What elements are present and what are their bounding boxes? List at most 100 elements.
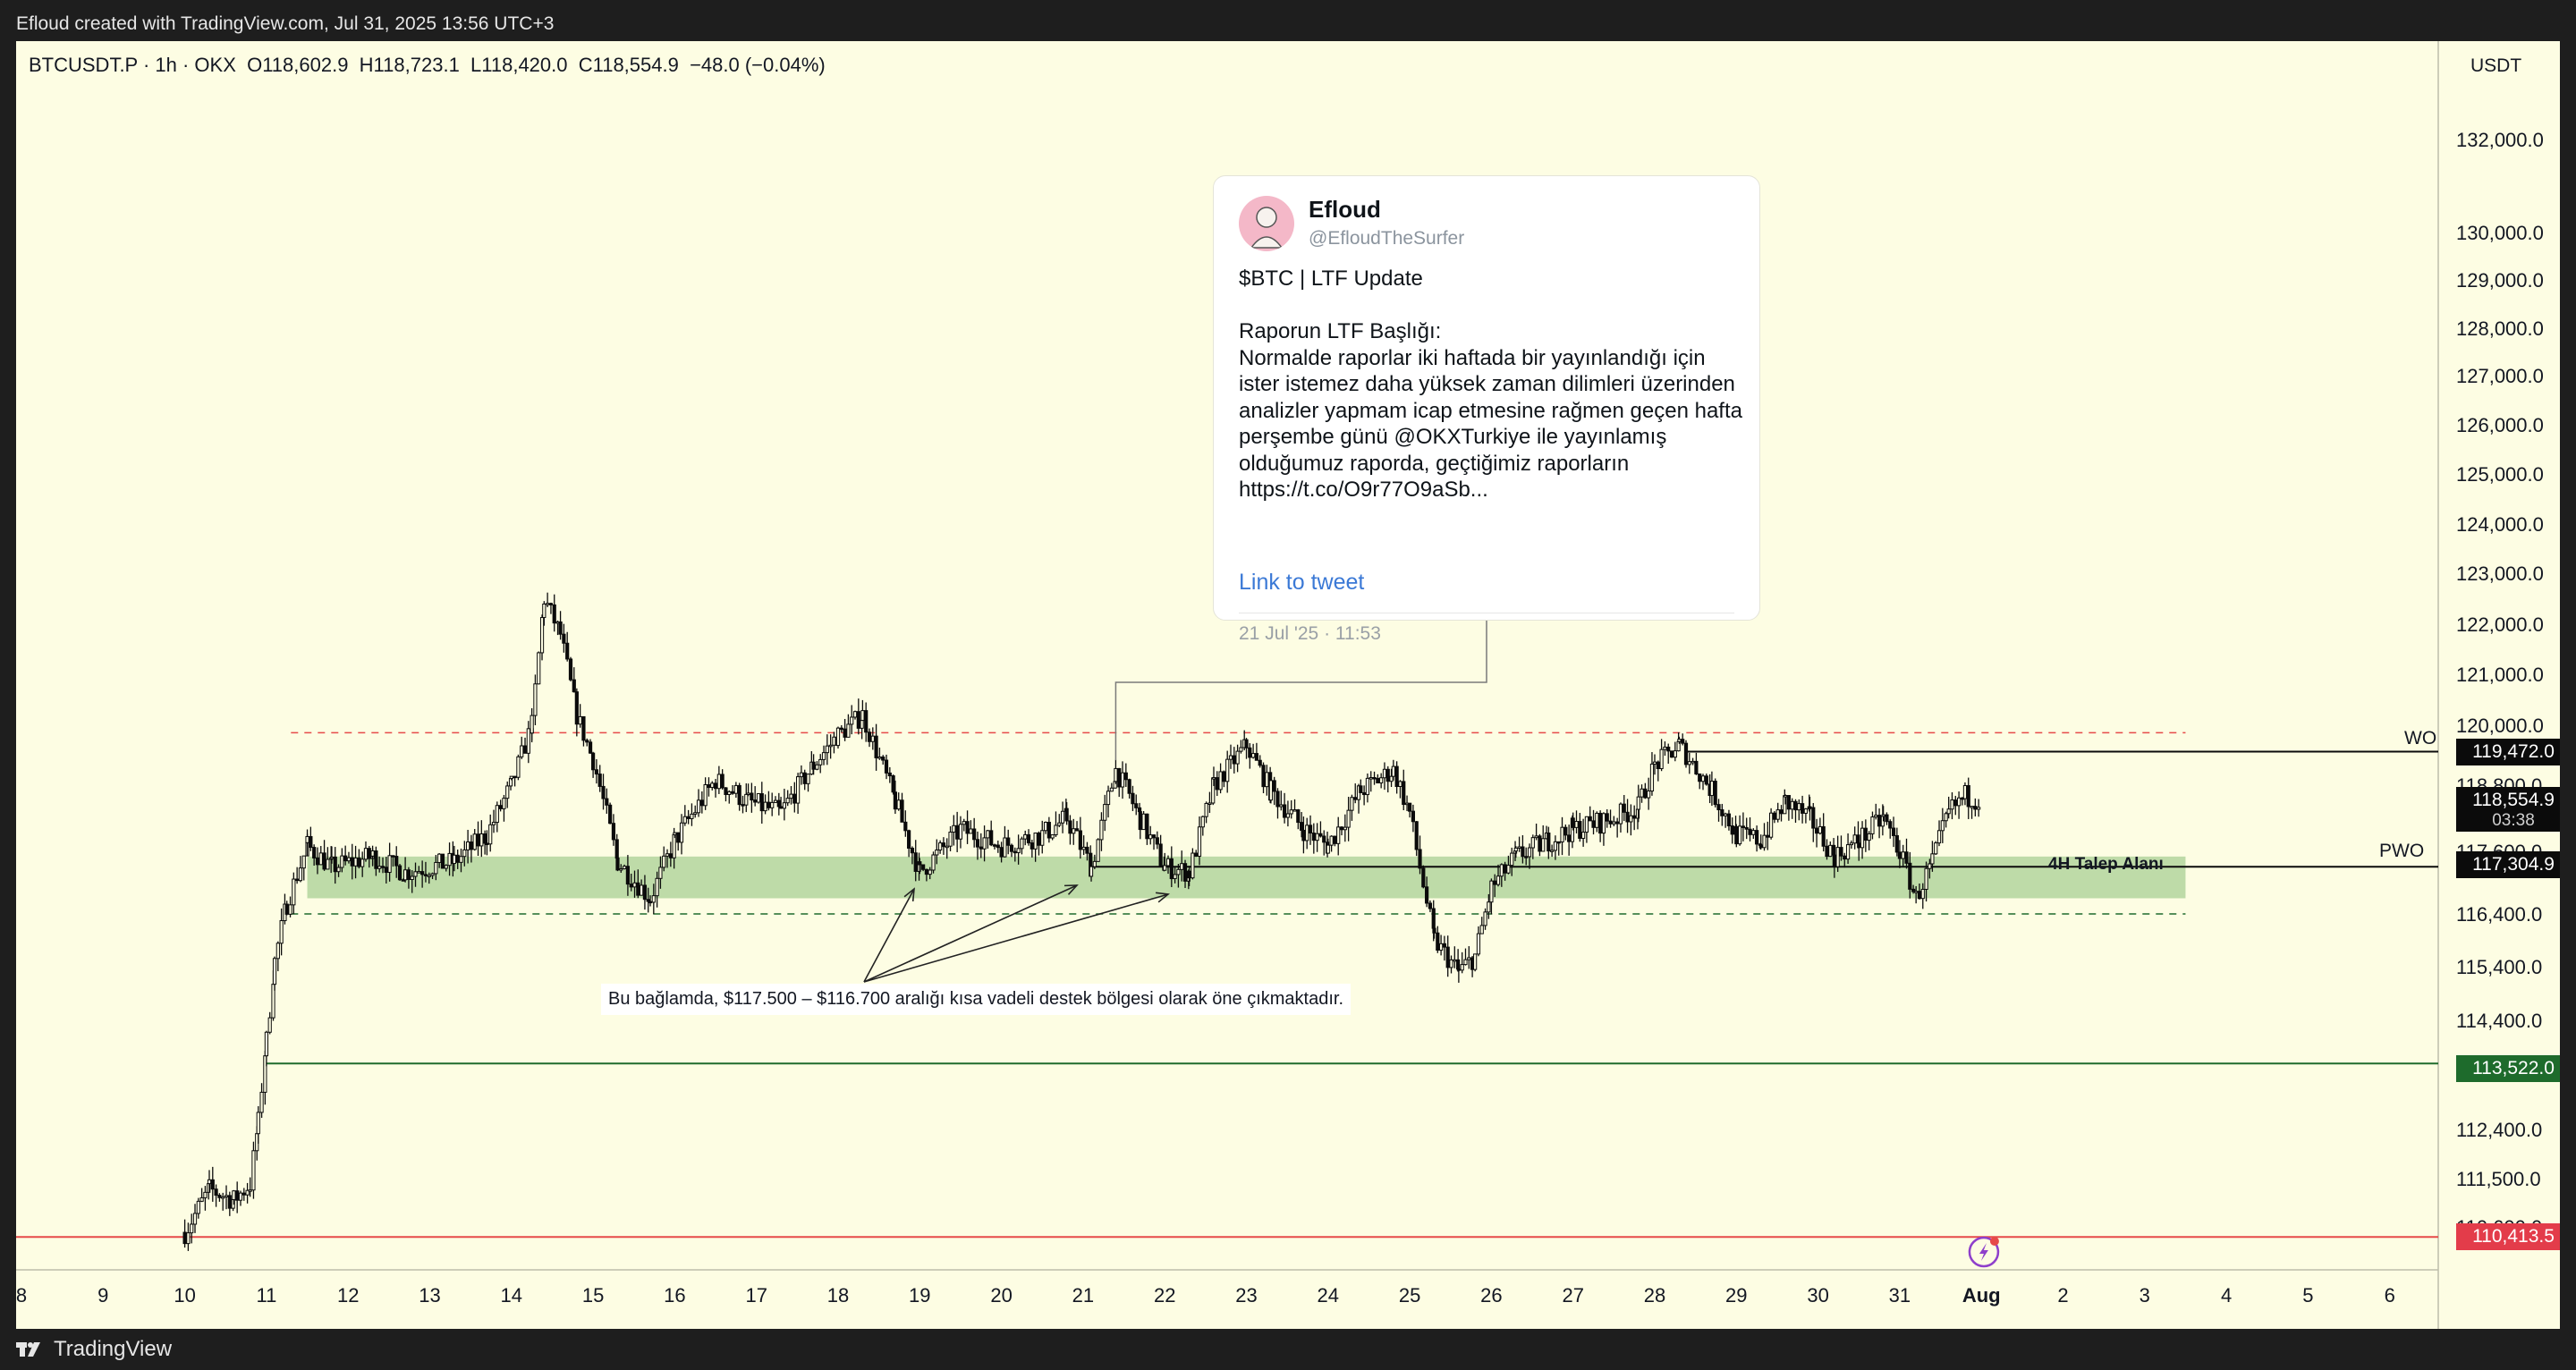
candle-body bbox=[391, 855, 395, 858]
time-tick-label: 25 bbox=[1399, 1284, 1420, 1307]
time-tick-label: 21 bbox=[1072, 1284, 1094, 1307]
candle-body bbox=[1064, 808, 1069, 822]
candle-body bbox=[1663, 746, 1667, 750]
candle-body bbox=[238, 1192, 243, 1201]
candle-body bbox=[447, 852, 452, 867]
candle-body bbox=[1103, 804, 1107, 821]
candle-body bbox=[495, 805, 499, 824]
candle-body bbox=[1632, 815, 1637, 819]
candle-body bbox=[284, 903, 289, 915]
candle-body bbox=[1394, 765, 1399, 788]
candle-body bbox=[1534, 835, 1538, 839]
currency-unit[interactable]: USDT bbox=[2456, 45, 2560, 88]
candle-body bbox=[1843, 855, 1847, 860]
candle-body bbox=[1901, 851, 1905, 859]
candle-body bbox=[896, 799, 901, 810]
time-tick-label: 14 bbox=[501, 1284, 522, 1307]
candle-body bbox=[1928, 863, 1932, 869]
candle-body bbox=[1870, 816, 1875, 834]
candle-body bbox=[965, 821, 970, 834]
candle-body bbox=[318, 852, 323, 866]
candle-body bbox=[1629, 815, 1633, 823]
candle-body bbox=[1673, 750, 1677, 758]
candle-body bbox=[1418, 849, 1422, 869]
candle-body bbox=[900, 799, 904, 823]
candle-body bbox=[887, 772, 892, 777]
candle-body bbox=[1305, 825, 1309, 841]
annotation-note[interactable]: Bu bağlamda, $117.500 – $116.700 aralığı… bbox=[601, 984, 1352, 1015]
zone-label[interactable]: 4H Talep Alanı bbox=[2048, 855, 2164, 874]
candle-body bbox=[516, 756, 521, 778]
candle-body bbox=[1379, 777, 1384, 784]
candle-body bbox=[539, 617, 545, 654]
candle-body bbox=[910, 848, 915, 854]
candle-body bbox=[548, 603, 554, 605]
candle-body bbox=[1382, 768, 1387, 779]
candle-body bbox=[1346, 809, 1351, 828]
candle-body bbox=[329, 856, 335, 859]
chart-area[interactable]: 132,000.0 130,000.0 129,000.0 128,000.0 127,… bbox=[16, 41, 2560, 1329]
candle-body bbox=[733, 784, 738, 794]
candle-body bbox=[498, 805, 503, 809]
candle-body bbox=[423, 874, 428, 876]
price-tick-label: 111,500.0 bbox=[2456, 1168, 2541, 1190]
candle-body bbox=[1687, 761, 1691, 765]
candle-body bbox=[1050, 834, 1055, 839]
candle-body bbox=[707, 783, 711, 789]
candle-body bbox=[343, 855, 348, 862]
pwo-label[interactable]: PWO bbox=[2379, 841, 2425, 861]
link-to-tweet[interactable]: Link to tweet bbox=[1239, 570, 1365, 595]
candle-body bbox=[1821, 825, 1826, 847]
demand-zone bbox=[307, 856, 2186, 899]
candle-body bbox=[1553, 841, 1558, 851]
candle-body bbox=[1197, 826, 1202, 857]
candle-body bbox=[420, 871, 425, 875]
candle-body bbox=[1456, 968, 1461, 971]
tradingview-logo[interactable]: TradingView bbox=[16, 1334, 172, 1365]
candle-body bbox=[1449, 959, 1453, 968]
time-tick-label: 6 bbox=[2385, 1284, 2395, 1307]
candle-body bbox=[1530, 837, 1535, 849]
candle-body bbox=[1801, 803, 1805, 814]
candle-body bbox=[1187, 870, 1191, 879]
candle-body bbox=[227, 1195, 232, 1209]
candle-body bbox=[979, 846, 983, 850]
candle-body bbox=[1020, 838, 1024, 850]
candle-body bbox=[279, 920, 284, 944]
price-tick-label: 122,000.0 bbox=[2456, 613, 2544, 636]
candle-body bbox=[1709, 781, 1715, 797]
candle-body bbox=[217, 1195, 222, 1198]
candle-body bbox=[1232, 755, 1236, 765]
candle-body bbox=[1145, 813, 1149, 840]
candle-body bbox=[1222, 771, 1226, 782]
candle-body bbox=[710, 782, 715, 789]
candle-body bbox=[377, 866, 382, 869]
candle-body bbox=[1766, 834, 1770, 838]
candle-body bbox=[1099, 819, 1104, 841]
candle-body bbox=[251, 1150, 256, 1191]
candle-body bbox=[1591, 820, 1596, 828]
candle-body bbox=[1296, 809, 1301, 824]
candle-body bbox=[891, 775, 895, 793]
candle-body bbox=[1372, 777, 1377, 780]
candle-body bbox=[877, 756, 882, 759]
candle-body bbox=[1808, 806, 1812, 809]
candle-body bbox=[870, 735, 875, 742]
candle-body bbox=[1538, 835, 1542, 852]
candle-body bbox=[1467, 957, 1471, 960]
tweet-date: 21 Jul '25 · 11:53 bbox=[1239, 623, 1381, 644]
candle-body bbox=[526, 728, 530, 754]
candle-body bbox=[662, 855, 666, 868]
wo-label[interactable]: WO bbox=[2404, 728, 2437, 748]
candle-body bbox=[1385, 768, 1390, 782]
candle-body bbox=[1793, 800, 1798, 811]
time-tick-label: 24 bbox=[1318, 1284, 1339, 1307]
candle-body bbox=[860, 710, 865, 722]
candle-body bbox=[437, 853, 442, 863]
candle-body bbox=[1852, 834, 1857, 844]
candle-body bbox=[730, 791, 735, 794]
price-tick-label: 123,000.0 bbox=[2456, 562, 2544, 585]
lightning-bolt bbox=[1979, 1243, 1988, 1261]
candle-body bbox=[1521, 846, 1525, 858]
candle-body bbox=[1499, 864, 1504, 877]
